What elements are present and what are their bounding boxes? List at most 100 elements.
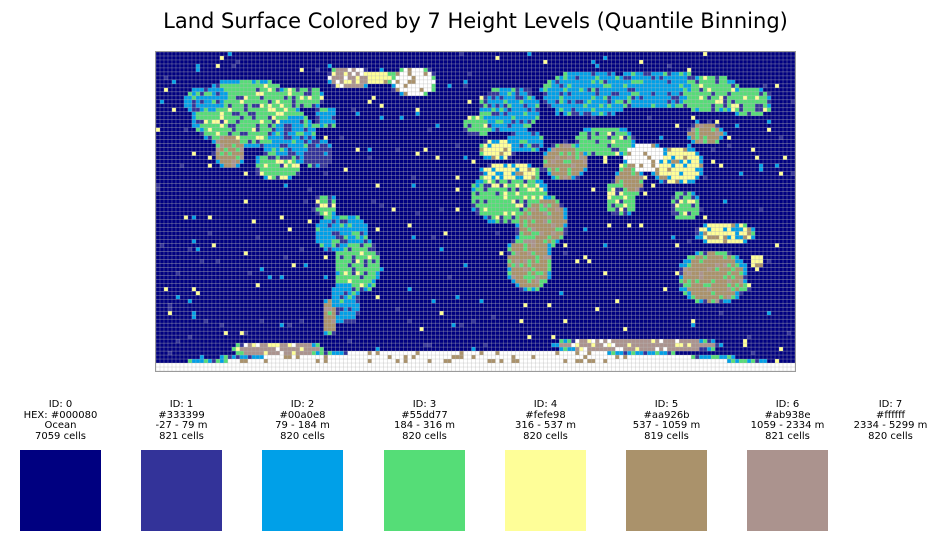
map-cell-run [531,355,536,360]
map-cell-run [223,147,228,152]
map-cell-run [679,71,684,76]
map-cell-run [619,171,632,176]
map-cell-run [755,267,760,272]
map-cell-run [535,115,540,120]
map-cell-run [703,139,708,144]
map-cell-run [627,135,632,140]
map-cell-run [527,279,532,284]
map-cell-run [627,351,632,356]
map-cell-run [183,215,188,220]
map-cell-run [747,359,752,364]
map-cell-run [287,175,292,180]
map-cell-run [347,263,352,268]
map-cell-run [539,283,544,288]
map-cell-run [335,327,420,332]
map-cell-run [523,171,536,176]
map-cell-run [235,119,240,124]
map-cell-run [687,67,692,72]
map-cell-run [199,131,204,136]
map-cell-run [319,243,324,248]
map-cell-run [187,247,192,252]
map-cell-run [191,99,196,104]
map-cell-run [259,143,264,148]
map-cell-run [567,175,572,180]
map-cell-run [759,207,764,212]
map-cell-run [551,303,795,308]
map-cell-run [695,75,700,80]
map-cell-run [327,299,332,304]
map-cell-run [391,75,396,80]
map-cell-run [563,251,568,256]
map-cell-run [459,295,688,300]
map-cell-run [235,155,240,160]
legend-id: ID: 5 [654,399,679,410]
map-cell-run [431,87,436,92]
map-cell-run [291,139,296,144]
map-cell-run [307,123,312,128]
map-cell-run [227,103,232,108]
map-cell-run [359,71,364,76]
map-cell-run [635,167,656,172]
map-cell-run [156,347,232,352]
map-cell-run [319,347,324,352]
map-cell-run [415,111,420,116]
map-cell-run [691,195,696,200]
map-cell-run [207,215,212,220]
map-cell-run [156,311,168,316]
map-cell-run [595,307,600,312]
map-cell-run [727,143,732,148]
map-cell-run [723,227,728,232]
map-cell-run [627,211,632,216]
map-cell-run [555,107,560,112]
map-cell-run [543,219,548,224]
map-cell-run [303,263,308,268]
map-cell-run [715,299,720,304]
map-cell-run [699,107,712,112]
map-cell-run [487,179,492,184]
map-cell-run [267,275,272,280]
map-cell-run [467,71,472,76]
map-cell-run [343,247,348,252]
map-cell-run [331,115,336,120]
map-cell-run [759,163,764,168]
map-cell-run [663,339,676,344]
map-cell-run [731,83,736,88]
map-cell-run [323,355,328,360]
map-cell-run [735,111,740,116]
map-cell-run [675,235,696,240]
map-cell-run [287,255,324,260]
map-cell-run [767,127,772,132]
map-cell-run [699,271,704,276]
map-cell-run [687,135,692,140]
map-cell-run [651,143,656,148]
map-cell-run [399,307,596,312]
map-cell-run [531,287,536,292]
map-cell-run [227,52,232,56]
map-cell-run [331,243,336,248]
map-cell-run [679,83,684,88]
map-cell-run [339,255,344,260]
map-cell-run [327,203,332,208]
map-cell-run [371,259,376,264]
map-cell-run [211,243,216,248]
map-cell-run [703,83,732,88]
map-cell-run [223,151,228,156]
map-cell-run [707,95,712,100]
map-cell-run [339,135,344,140]
map-cell-run [511,151,516,156]
map-cell-run [203,119,208,124]
map-cell-run [435,83,448,88]
map-cell-run [479,199,484,204]
map-cell-run [331,199,336,204]
legend-color-code: #55dd77 [401,409,448,421]
map-cell-run [351,255,356,260]
map-cell-run [767,119,772,124]
map-cell-run [703,339,708,344]
legend-id: ID: 0 [48,399,73,410]
map-cell-run [487,187,508,192]
map-cell-run [703,87,708,92]
map-cell-run [571,163,576,168]
map-cell-run [531,175,536,180]
map-cell-run [335,115,380,120]
map-cell-run [503,251,508,256]
